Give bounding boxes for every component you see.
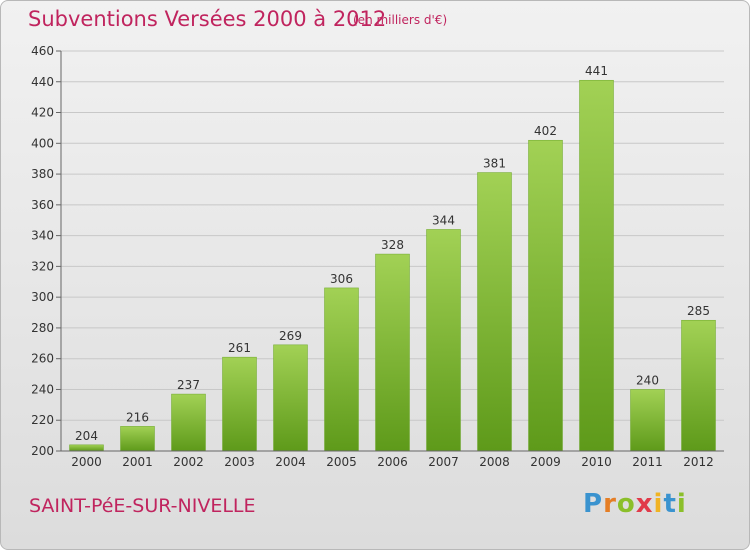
x-tick-label: 2000 [71, 455, 102, 469]
x-tick-label: 2011 [632, 455, 663, 469]
y-tick-label: 360 [31, 198, 54, 212]
data-label: 240 [636, 373, 659, 387]
bar [120, 426, 155, 452]
chart-subtitle: (en milliers d'€) [353, 13, 448, 27]
x-tick-label: 2001 [122, 455, 153, 469]
x-tick-label: 2003 [224, 455, 255, 469]
data-label: 216 [126, 410, 149, 424]
y-tick-label: 200 [31, 444, 54, 458]
bar-series: 204 216 237 261 269 306 328 344 381 402 441 240 285 [69, 64, 716, 452]
x-tick-label: 2005 [326, 455, 357, 469]
data-label: 328 [381, 238, 404, 252]
y-tick-label: 240 [31, 382, 54, 396]
bar [375, 253, 410, 452]
data-label: 402 [534, 124, 557, 138]
data-label: 381 [483, 157, 506, 171]
bar [222, 356, 257, 452]
data-label: 285 [687, 304, 710, 318]
bar [426, 229, 461, 452]
bar [528, 139, 563, 452]
bar [681, 319, 716, 452]
y-tick-label: 220 [31, 413, 54, 427]
data-label: 204 [75, 429, 98, 443]
bar [630, 389, 665, 452]
bar [477, 172, 512, 452]
town-name: SAINT-PéE-SUR-NIVELLE [29, 495, 256, 517]
y-tick-label: 420 [31, 106, 54, 120]
bar [324, 287, 359, 452]
x-axis: 2000 2001 2002 2003 2004 2005 2006 2007 2008 2009… [61, 450, 724, 469]
y-tick-label: 460 [31, 44, 54, 58]
x-tick-label: 2006 [377, 455, 408, 469]
data-label: 306 [330, 272, 353, 286]
chart-title: Subventions Versées 2000 à 2012 [28, 7, 387, 31]
data-label: 261 [228, 341, 251, 355]
x-tick-label: 2004 [275, 455, 306, 469]
x-tick-label: 2010 [581, 455, 612, 469]
y-tick-label: 280 [31, 321, 54, 335]
data-label: 269 [279, 329, 302, 343]
x-tick-label: 2008 [479, 455, 510, 469]
x-tick-label: 2009 [530, 455, 561, 469]
x-tick-label: 2012 [683, 455, 714, 469]
y-tick-label: 320 [31, 259, 54, 273]
y-axis: 200 220 240 260 280 300 320 340 360 380 400 420 440 4… [31, 44, 62, 458]
y-tick-label: 440 [31, 75, 54, 89]
data-label: 441 [585, 64, 608, 78]
y-tick-label: 380 [31, 167, 54, 181]
proxiti-logo: Proxiti [583, 489, 687, 519]
y-tick-label: 260 [31, 352, 54, 366]
data-label: 344 [432, 213, 455, 227]
y-tick-label: 300 [31, 290, 54, 304]
y-tick-label: 400 [31, 136, 54, 150]
bar [171, 393, 206, 452]
x-tick-label: 2002 [173, 455, 204, 469]
x-tick-label: 2007 [428, 455, 459, 469]
y-tick-label: 340 [31, 229, 54, 243]
bar [273, 344, 308, 452]
bar [579, 79, 614, 452]
bar [69, 444, 104, 452]
data-label: 237 [177, 378, 200, 392]
